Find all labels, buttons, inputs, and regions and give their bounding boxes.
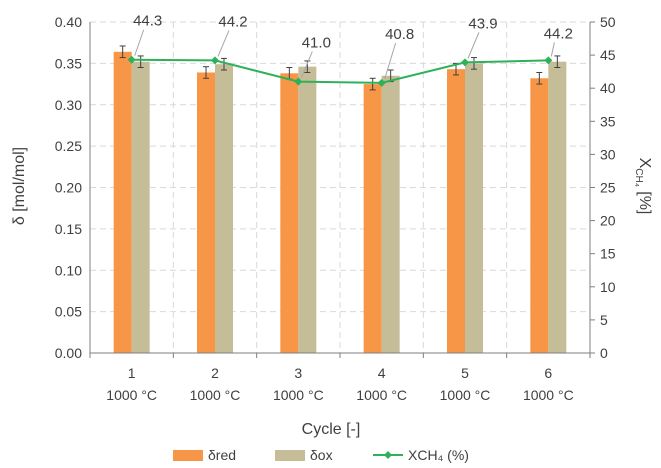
bar-dred <box>447 69 465 353</box>
y-tick-label: 0.00 <box>55 345 82 361</box>
x-axis-title: Cycle [-] <box>302 421 361 438</box>
bar-dred <box>197 72 215 353</box>
y-tick-label: 0.10 <box>55 262 82 278</box>
y-tick-label: 0.25 <box>55 138 82 154</box>
y2-tick-label: 35 <box>600 113 616 129</box>
xch4-point <box>377 78 386 87</box>
bar-dred <box>280 73 299 354</box>
y2-tick-label: 50 <box>600 14 616 30</box>
y2-tick-label: 45 <box>600 47 616 63</box>
legend: δred δox XCH₄ (%) <box>173 447 469 463</box>
conversion-line <box>127 55 553 87</box>
label-leader-line <box>467 32 480 59</box>
bar-dred <box>113 51 132 353</box>
y2-tick-label: 40 <box>600 80 616 96</box>
x-tick-sublabel: 1000 °C <box>523 387 574 403</box>
bar-dox <box>298 66 317 353</box>
legend-marker-xch4 <box>384 451 392 459</box>
y2-axis-title: XCH₄ [%] <box>633 158 653 215</box>
y2-tick-label: 30 <box>600 146 616 162</box>
y2-axis-title-main: X <box>636 158 653 169</box>
xch4-point <box>127 55 136 64</box>
y2-tick-label: 15 <box>600 246 616 262</box>
y-tick-label: 0.30 <box>55 97 82 113</box>
gridlines <box>90 21 590 353</box>
legend-label-xch4: XCH₄ (%) <box>408 447 469 463</box>
tick-labels: 0.00 0.05 0.10 0.15 0.20 0.25 0.30 0.35 0.40 0 5 10… <box>55 14 616 403</box>
xch4-data-label: 41.0 <box>302 35 331 52</box>
y-tick-label: 0.15 <box>55 221 82 237</box>
y-tick-label: 0.20 <box>55 180 82 196</box>
bar-dox <box>465 63 483 353</box>
bar-dox <box>548 61 567 353</box>
y2-tick-label: 20 <box>600 213 616 229</box>
y-tick-label: 0.05 <box>55 304 82 320</box>
y-axis-title: δ [mol/mol] <box>11 147 28 225</box>
x-tick-label: 1 <box>128 365 136 381</box>
label-leader-line <box>134 29 145 56</box>
xch4-point <box>294 77 303 86</box>
y2-tick-label: 25 <box>600 180 616 196</box>
legend-label-dox: δox <box>310 447 333 463</box>
xch4-data-label: 40.8 <box>385 26 414 43</box>
bar-dred <box>530 78 549 354</box>
legend-label-dred: δred <box>208 447 236 463</box>
x-tick-label: 3 <box>294 365 302 381</box>
x-tick-sublabel: 1000 °C <box>106 387 157 403</box>
bar-dox <box>381 75 400 353</box>
bar-dox <box>215 64 233 353</box>
x-tick-label: 4 <box>378 365 386 381</box>
x-tick-sublabel: 1000 °C <box>190 387 241 403</box>
x-tick-sublabel: 1000 °C <box>440 387 491 403</box>
y-tick-label: 0.40 <box>55 14 82 30</box>
xch4-line <box>131 58 549 84</box>
xch4-point <box>544 56 553 65</box>
label-leader-line <box>300 51 313 78</box>
xch4-point <box>211 56 219 65</box>
legend-swatch-dox <box>275 450 305 461</box>
data-labels: 44.3 44.2 41.0 40.8 43.9 44.2 <box>133 13 573 80</box>
x-tick-sublabel: 1000 °C <box>356 387 407 403</box>
label-leader-line <box>217 30 230 57</box>
axes <box>89 21 595 358</box>
xch4-data-label: 44.2 <box>544 25 573 42</box>
bars <box>113 51 567 354</box>
y2-tick-label: 0 <box>600 345 608 361</box>
x-tick-label: 5 <box>461 365 469 381</box>
legend-swatch-dred <box>173 450 203 461</box>
y2-tick-label: 10 <box>600 279 616 295</box>
xch4-data-label: 43.9 <box>468 15 497 32</box>
y2-tick-label: 5 <box>600 312 608 328</box>
label-leader-line <box>550 42 555 57</box>
xch4-point <box>461 58 469 67</box>
y-tick-label: 0.35 <box>55 55 82 71</box>
xch4-data-label: 44.2 <box>218 13 247 30</box>
x-tick-label: 6 <box>544 365 552 381</box>
bar-dred <box>363 84 382 353</box>
y2-axis-title-sub: CH₄ <box>633 168 644 187</box>
bar-dox <box>131 61 150 353</box>
x-tick-sublabel: 1000 °C <box>273 387 324 403</box>
xch4-data-label: 44.3 <box>133 13 162 30</box>
y2-axis-title-unit: [%] <box>636 187 653 215</box>
label-leader-line <box>384 42 397 80</box>
x-tick-label: 2 <box>211 365 219 381</box>
